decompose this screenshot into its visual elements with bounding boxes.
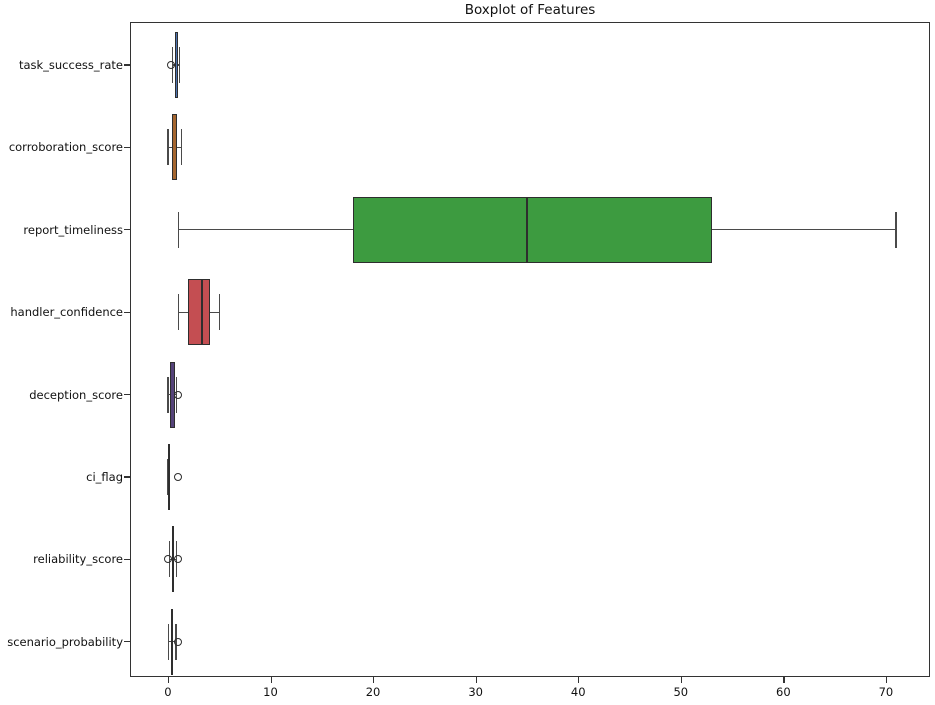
whisker-high — [176, 146, 182, 149]
y-tick-mark — [124, 558, 130, 560]
x-tick-mark — [373, 677, 375, 683]
y-tick-label-ci_flag: ci_flag — [86, 470, 123, 484]
box-handler_confidence — [188, 279, 210, 346]
whisker-cap-low — [177, 211, 179, 248]
whisker-low — [167, 146, 173, 149]
whisker-cap-low — [167, 623, 170, 660]
y-tick-label-handler_confidence: handler_confidence — [10, 305, 123, 320]
box-scenario_probability — [170, 608, 174, 675]
median-report_timeliness — [526, 196, 528, 263]
x-tick-label: 70 — [878, 685, 894, 699]
whisker-cap-high — [167, 459, 169, 495]
whisker-high — [177, 64, 180, 66]
box-ci_flag — [167, 444, 170, 510]
x-tick-mark — [885, 677, 888, 683]
outlier-ci_flag — [174, 473, 183, 481]
whisker-low — [167, 393, 170, 396]
y-tick-label-reliability_score: reliability_score — [33, 552, 123, 567]
x-tick-label: 40 — [570, 685, 586, 699]
median-handler_confidence — [200, 279, 203, 346]
whisker-high — [711, 229, 897, 231]
box-deception_score — [170, 361, 175, 428]
chart-title: Boxplot of Features — [464, 2, 596, 18]
x-tick-label: 50 — [673, 685, 689, 699]
x-tick-mark — [475, 677, 477, 683]
whisker-cap-low — [167, 376, 169, 413]
y-tick-label-task_success_rate: task_success_rate — [18, 58, 123, 72]
whisker-low — [178, 229, 353, 231]
whisker-cap-high — [180, 129, 182, 166]
whisker-cap-low — [167, 129, 169, 166]
x-tick-label: 30 — [468, 685, 483, 699]
x-tick-mark — [783, 677, 785, 683]
plot-area — [130, 22, 930, 677]
y-tick-mark — [124, 641, 130, 643]
y-tick-mark — [124, 394, 130, 396]
y-tick-label-report_timeliness: report_timeliness — [23, 222, 123, 237]
whisker-cap-high — [218, 294, 220, 331]
whisker-cap-high — [895, 211, 897, 248]
x-tick-label: 10 — [263, 685, 278, 699]
whisker-cap-high — [179, 47, 181, 83]
y-tick-label-deception_score: deception_score — [29, 387, 123, 402]
y-tick-mark — [124, 64, 130, 66]
x-tick-label: 60 — [776, 685, 791, 699]
outlier-reliability_score — [174, 555, 183, 564]
y-tick-mark — [124, 476, 130, 478]
y-tick-mark — [124, 146, 130, 148]
y-tick-mark — [124, 311, 130, 313]
x-tick-mark — [167, 677, 170, 683]
x-tick-mark — [680, 677, 682, 683]
outlier-deception_score — [174, 390, 183, 399]
whisker-low — [178, 311, 189, 313]
box-task_success_rate — [175, 32, 178, 98]
box-corroboration_score — [172, 114, 177, 181]
y-tick-mark — [124, 229, 130, 231]
y-tick-label-corroboration_score: corroboration_score — [8, 140, 123, 155]
whisker-high — [210, 311, 220, 313]
box-report_timeliness — [352, 196, 712, 263]
box-reliability_score — [172, 526, 175, 593]
y-tick-label-scenario_probability: scenario_probability — [7, 634, 123, 649]
x-tick-label: 20 — [365, 685, 381, 699]
outlier-scenario_probability — [174, 637, 183, 646]
outlier-task_success_rate — [167, 61, 176, 69]
outlier-reliability_score — [164, 555, 173, 564]
whisker-low — [168, 641, 171, 643]
x-tick-label: 0 — [164, 685, 172, 699]
whisker-cap-low — [177, 294, 179, 331]
x-tick-mark — [270, 677, 272, 683]
x-tick-mark — [578, 677, 580, 683]
